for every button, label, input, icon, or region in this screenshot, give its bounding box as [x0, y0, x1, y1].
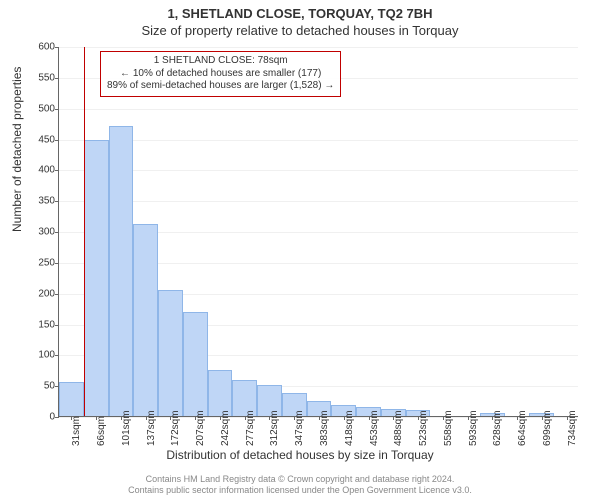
page-subtitle: Size of property relative to detached ho… — [0, 21, 600, 38]
x-tick-label: 172sqm — [170, 410, 181, 446]
x-tick-label: 628sqm — [492, 410, 503, 446]
annotation-box: 1 SHETLAND CLOSE: 78sqm ← 10% of detache… — [100, 51, 341, 97]
y-tick-mark — [55, 78, 59, 79]
x-tick-label: 664sqm — [517, 410, 528, 446]
y-tick-mark — [55, 47, 59, 48]
y-tick-label: 600 — [23, 42, 55, 53]
annotation-line-3: 89% of semi-detached houses are larger (… — [107, 80, 334, 93]
y-tick-mark — [55, 294, 59, 295]
gridline — [59, 140, 578, 141]
footer: Contains HM Land Registry data © Crown c… — [0, 474, 600, 496]
y-tick-mark — [55, 170, 59, 171]
y-tick-mark — [55, 417, 59, 418]
annotation-line-1: 1 SHETLAND CLOSE: 78sqm — [107, 55, 334, 68]
footer-line-2: Contains public sector information licen… — [0, 485, 600, 496]
y-tick-mark — [55, 355, 59, 356]
y-tick-mark — [55, 325, 59, 326]
x-tick-label: 593sqm — [468, 410, 479, 446]
x-tick-label: 418sqm — [344, 410, 355, 446]
y-tick-label: 350 — [23, 196, 55, 207]
footer-line-1: Contains HM Land Registry data © Crown c… — [0, 474, 600, 485]
gridline — [59, 201, 578, 202]
histogram-bar — [208, 370, 233, 416]
x-tick-label: 312sqm — [269, 410, 280, 446]
gridline — [59, 109, 578, 110]
y-tick-label: 50 — [23, 381, 55, 392]
x-tick-label: 523sqm — [418, 410, 429, 446]
histogram-bar — [183, 312, 208, 416]
y-tick-label: 250 — [23, 257, 55, 268]
page-title: 1, SHETLAND CLOSE, TORQUAY, TQ2 7BH — [0, 0, 600, 21]
y-tick-mark — [55, 232, 59, 233]
x-tick-label: 101sqm — [121, 410, 132, 446]
x-tick-label: 137sqm — [146, 410, 157, 446]
y-tick-label: 100 — [23, 350, 55, 361]
chart: 05010015020025030035040045050055060031sq… — [58, 47, 578, 417]
x-tick-label: 383sqm — [319, 410, 330, 446]
gridline — [59, 170, 578, 171]
x-tick-label: 699sqm — [542, 410, 553, 446]
x-tick-label: 31sqm — [71, 416, 82, 446]
x-tick-label: 558sqm — [443, 410, 454, 446]
y-tick-label: 200 — [23, 288, 55, 299]
y-tick-label: 300 — [23, 227, 55, 238]
y-tick-mark — [55, 263, 59, 264]
x-tick-label: 277sqm — [245, 410, 256, 446]
marker-line — [84, 47, 85, 416]
x-tick-label: 453sqm — [369, 410, 380, 446]
histogram-bar — [158, 290, 183, 416]
x-tick-label: 207sqm — [195, 410, 206, 446]
y-tick-mark — [55, 140, 59, 141]
y-tick-mark — [55, 201, 59, 202]
histogram-bar — [133, 224, 158, 416]
y-axis-label: Number of detached properties — [10, 67, 24, 232]
x-axis-label: Distribution of detached houses by size … — [0, 448, 600, 462]
y-tick-label: 0 — [23, 412, 55, 423]
annotation-line-2: ← 10% of detached houses are smaller (17… — [107, 68, 334, 81]
y-tick-label: 550 — [23, 72, 55, 83]
x-tick-label: 488sqm — [393, 410, 404, 446]
histogram-bar — [59, 382, 84, 416]
y-tick-label: 450 — [23, 134, 55, 145]
plot-area: 05010015020025030035040045050055060031sq… — [58, 47, 578, 417]
y-tick-label: 500 — [23, 103, 55, 114]
x-tick-label: 242sqm — [220, 410, 231, 446]
y-tick-mark — [55, 109, 59, 110]
histogram-bar — [84, 140, 109, 416]
y-tick-label: 150 — [23, 319, 55, 330]
histogram-bar — [109, 126, 134, 416]
y-tick-label: 400 — [23, 165, 55, 176]
gridline — [59, 47, 578, 48]
x-tick-label: 66sqm — [96, 416, 107, 446]
x-tick-label: 347sqm — [294, 410, 305, 446]
x-tick-label: 734sqm — [567, 410, 578, 446]
